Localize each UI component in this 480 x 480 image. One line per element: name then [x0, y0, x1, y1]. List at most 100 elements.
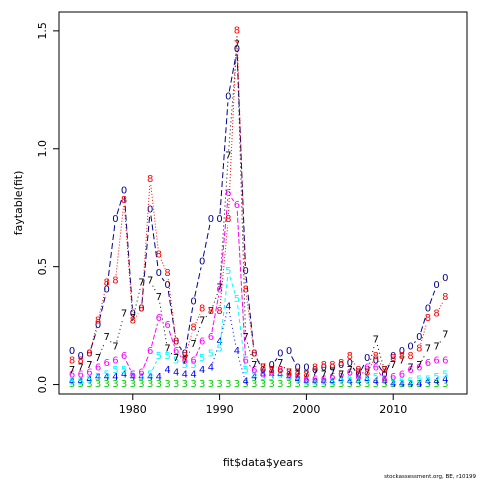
series-4-point: 4 — [242, 377, 248, 388]
series-0-segment — [167, 290, 176, 337]
series-5-point: 5 — [373, 372, 379, 383]
series-5-point: 5 — [312, 377, 318, 388]
series-6-segment — [219, 199, 229, 285]
series-7-point: 7 — [312, 367, 318, 378]
series-7-point: 7 — [407, 363, 413, 374]
series-6-point: 6 — [295, 372, 301, 383]
series-0-point: 0 — [78, 351, 84, 362]
chart-caption: stockassessment.org, BE, r10199 — [384, 474, 476, 480]
series-6-point: 6 — [277, 365, 283, 376]
series-7-segment — [110, 341, 113, 344]
series-3-point: 3 — [234, 379, 240, 390]
series-7-point: 7 — [147, 275, 153, 286]
series-7-point: 7 — [347, 365, 353, 376]
series-8-segment — [236, 36, 246, 285]
series-7-point: 7 — [442, 330, 448, 341]
series-3-point: 3 — [78, 379, 84, 390]
series-6-point: 6 — [216, 285, 222, 296]
series-8-point: 8 — [433, 308, 439, 319]
x-tick-label: 2000 — [292, 403, 320, 416]
series-3-point: 3 — [216, 379, 222, 390]
series-3-point: 3 — [321, 379, 327, 390]
series-7-point: 7 — [121, 308, 127, 319]
series-5-point: 5 — [260, 372, 266, 383]
series-5-point: 5 — [121, 365, 127, 376]
series-8-point: 8 — [390, 353, 396, 364]
series-0-segment — [123, 196, 133, 309]
series-4-point: 4 — [130, 372, 136, 383]
series-5-point: 5 — [416, 374, 422, 385]
series-3-point: 3 — [286, 379, 292, 390]
series-3-point: 3 — [329, 379, 335, 390]
series-6-point: 6 — [164, 320, 170, 331]
series-0-segment — [360, 363, 366, 371]
series-6-point: 6 — [312, 374, 318, 385]
series-0-point: 0 — [208, 214, 214, 225]
series-0-point: 0 — [234, 44, 240, 55]
series-4-point: 4 — [268, 370, 274, 381]
series-7-point: 7 — [112, 341, 118, 352]
series-0-point: 0 — [225, 91, 231, 102]
series-4-point: 4 — [433, 377, 439, 388]
series-3-point: 3 — [381, 379, 387, 390]
series-6-segment — [168, 330, 175, 347]
series-7-point: 7 — [303, 370, 309, 381]
series-0-segment — [202, 224, 211, 257]
series-0-point: 0 — [416, 332, 422, 343]
series-4-point: 4 — [78, 377, 84, 388]
series-6-point: 6 — [138, 367, 144, 378]
series-0-segment — [185, 307, 194, 349]
series-7-segment — [219, 161, 229, 283]
series-5-point: 5 — [390, 377, 396, 388]
series-0-point: 0 — [147, 205, 153, 216]
series-8-segment — [378, 360, 383, 366]
series-5-point: 5 — [130, 370, 136, 381]
series-8-point: 8 — [373, 351, 379, 362]
series-4-point: 4 — [225, 301, 231, 312]
series-6-point: 6 — [390, 372, 396, 383]
series-0-point: 0 — [425, 304, 431, 315]
series-3-point: 3 — [164, 379, 170, 390]
series-8-point: 8 — [425, 313, 431, 324]
series-3-point: 3 — [208, 379, 214, 390]
series-8-segment — [141, 184, 151, 304]
series-8-point: 8 — [416, 344, 422, 355]
series-7-point: 7 — [433, 341, 439, 352]
series-7-segment — [205, 315, 208, 318]
series-7-point: 7 — [295, 370, 301, 381]
series-4-point: 4 — [104, 372, 110, 383]
series-6-point: 6 — [347, 367, 353, 378]
series-0-segment — [352, 367, 356, 372]
series-0-point: 0 — [95, 320, 101, 331]
series-5-point: 5 — [268, 372, 274, 383]
series-6-point: 6 — [433, 355, 439, 366]
series-6-point: 6 — [329, 372, 335, 383]
series-8-point: 8 — [268, 365, 274, 376]
series-4-point: 4 — [156, 372, 162, 383]
series-7-point: 7 — [416, 360, 422, 371]
series-4-point: 4 — [295, 374, 301, 385]
series-6-point: 6 — [173, 346, 179, 357]
series-7-point: 7 — [364, 367, 370, 378]
series-5-point: 5 — [277, 370, 283, 381]
series-4-point: 4 — [321, 377, 327, 388]
series-0-point: 0 — [130, 308, 136, 319]
series-3-point: 3 — [268, 379, 274, 390]
series-4-point: 4 — [373, 377, 379, 388]
plot-frame — [58, 11, 468, 395]
series-0-point: 0 — [173, 337, 179, 348]
series-7-point: 7 — [373, 334, 379, 345]
series-4-point: 4 — [277, 370, 283, 381]
series-5-point: 5 — [286, 372, 292, 383]
series-8-segment — [387, 362, 391, 367]
series-5-segment — [237, 305, 246, 366]
y-tick-label: 0.5 — [36, 258, 49, 276]
series-0-segment — [219, 102, 229, 215]
series-0-point: 0 — [433, 280, 439, 291]
series-8-point: 8 — [260, 363, 266, 374]
series-3-point: 3 — [95, 379, 101, 390]
series-6-point: 6 — [425, 358, 431, 369]
series-5-point: 5 — [303, 377, 309, 388]
